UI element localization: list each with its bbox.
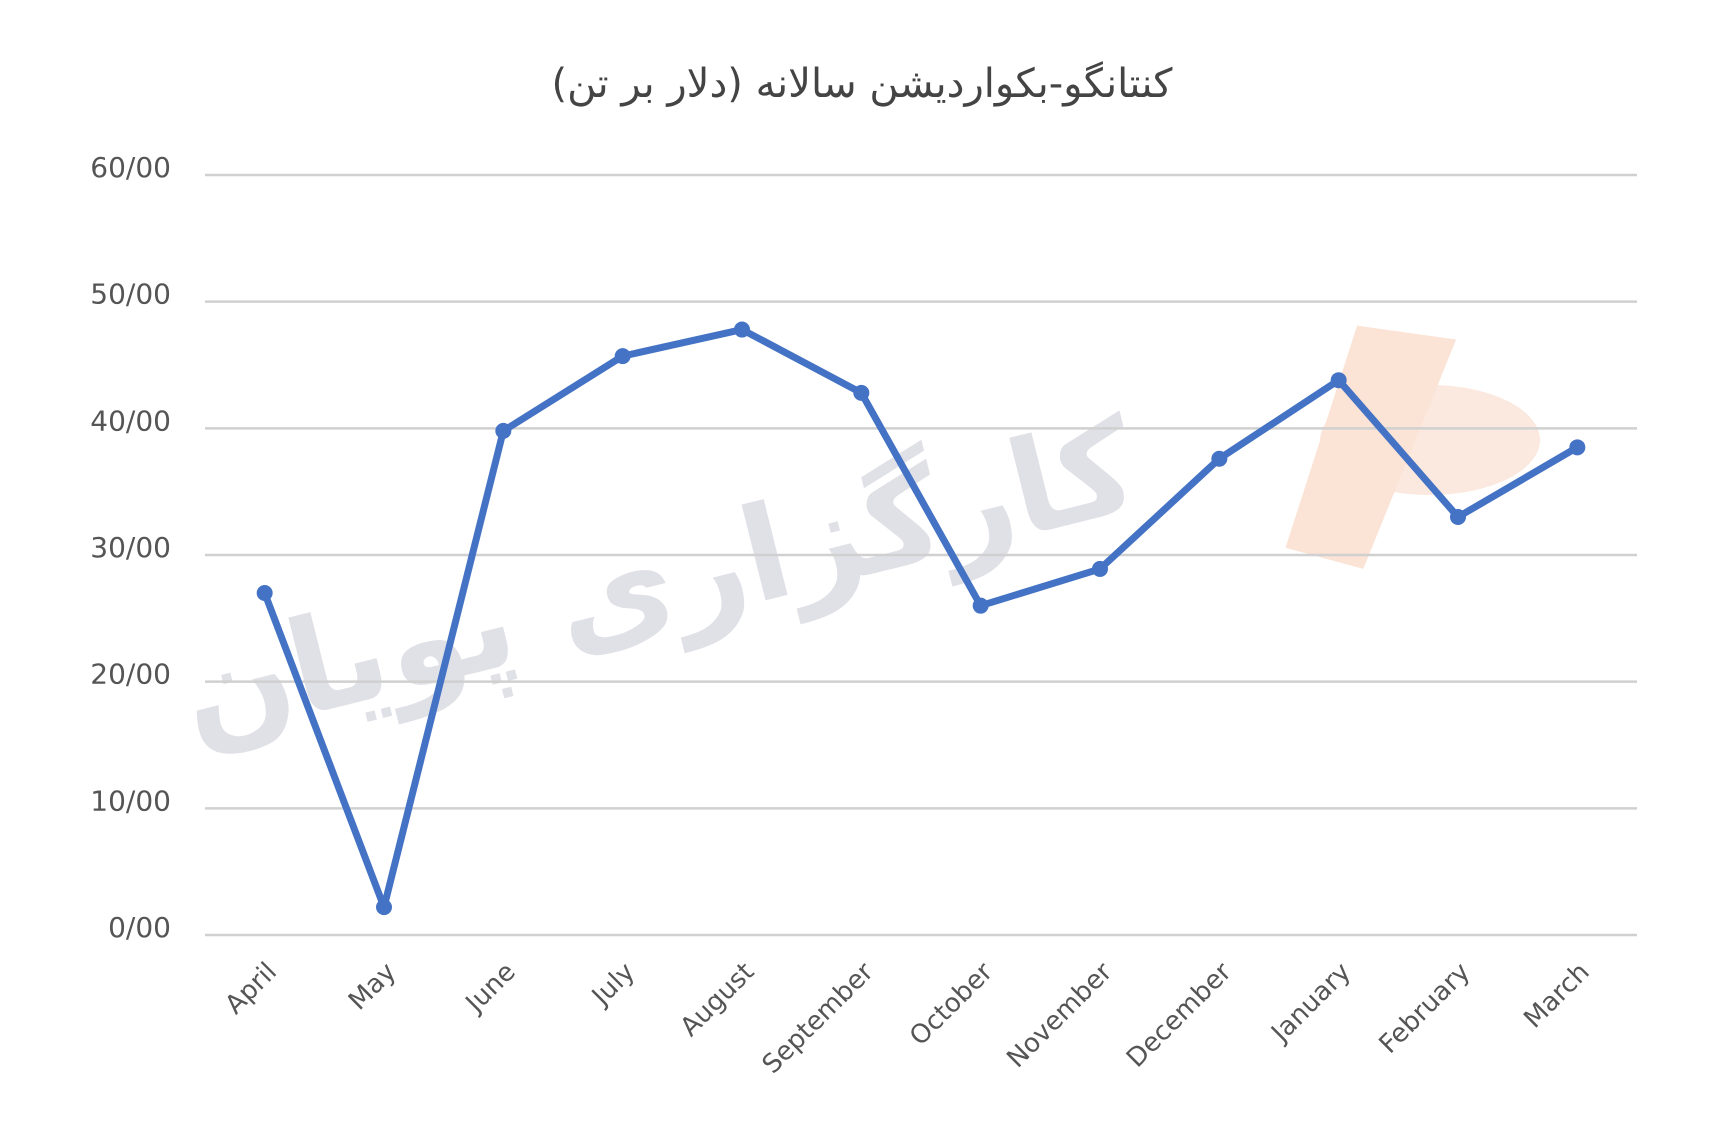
x-tick-label: September <box>757 957 880 1080</box>
point <box>256 585 273 601</box>
point <box>495 422 512 439</box>
x-tick-label: October <box>904 957 999 1052</box>
x-tick-label: May <box>343 957 402 1016</box>
x-tick-label: March <box>1518 957 1595 1034</box>
x-tick-label: August <box>675 957 761 1043</box>
y-tick-label: 10/00 <box>90 784 171 817</box>
point <box>1211 450 1228 467</box>
point <box>1569 439 1586 456</box>
point <box>1092 560 1108 577</box>
chart-title: کنتانگو-بکواردیشن سالانه (دلار بر تن) <box>552 61 1174 107</box>
x-tick-label: January <box>1265 957 1357 1049</box>
y-tick-label: 40/00 <box>90 404 171 437</box>
y-tick-label: 60/00 <box>90 151 171 184</box>
x-tick-label: December <box>1121 957 1238 1074</box>
x-tick-label: July <box>585 957 641 1013</box>
x-tick-label: April <box>220 957 283 1020</box>
point <box>734 321 750 338</box>
point <box>972 597 989 614</box>
y-tick-label: 20/00 <box>90 658 171 691</box>
point <box>1330 372 1347 389</box>
point <box>853 384 870 401</box>
logo-watermark <box>1285 325 1540 569</box>
point <box>614 348 631 365</box>
y-tick-label: 30/00 <box>90 531 171 564</box>
x-tick-label: November <box>1001 957 1118 1074</box>
point <box>376 899 392 916</box>
point <box>1450 509 1466 525</box>
y-tick-label: 0/00 <box>108 911 171 944</box>
series-line <box>261 326 1580 911</box>
x-tick-label: June <box>459 957 522 1020</box>
y-tick-label: 50/00 <box>90 278 171 311</box>
x-tick-label: February <box>1374 957 1477 1060</box>
